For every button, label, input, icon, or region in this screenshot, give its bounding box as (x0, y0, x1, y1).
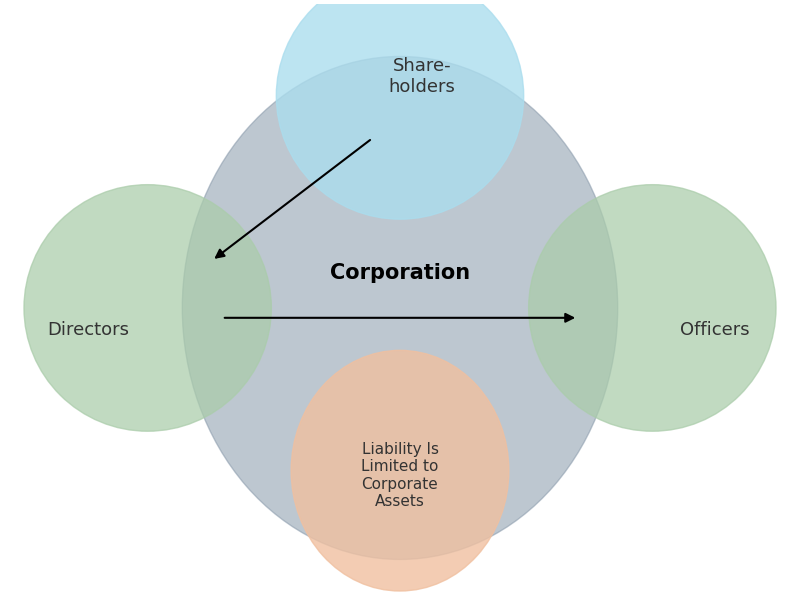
Text: Liability Is
Limited to
Corporate
Assets: Liability Is Limited to Corporate Assets (362, 442, 438, 510)
Text: Directors: Directors (47, 320, 130, 339)
Ellipse shape (24, 185, 271, 431)
Ellipse shape (291, 350, 509, 591)
Ellipse shape (529, 185, 776, 431)
Text: Corporation: Corporation (330, 263, 470, 283)
Ellipse shape (276, 0, 524, 219)
Ellipse shape (182, 57, 618, 559)
Text: Share-
holders: Share- holders (388, 57, 455, 95)
Text: Officers: Officers (680, 320, 750, 339)
